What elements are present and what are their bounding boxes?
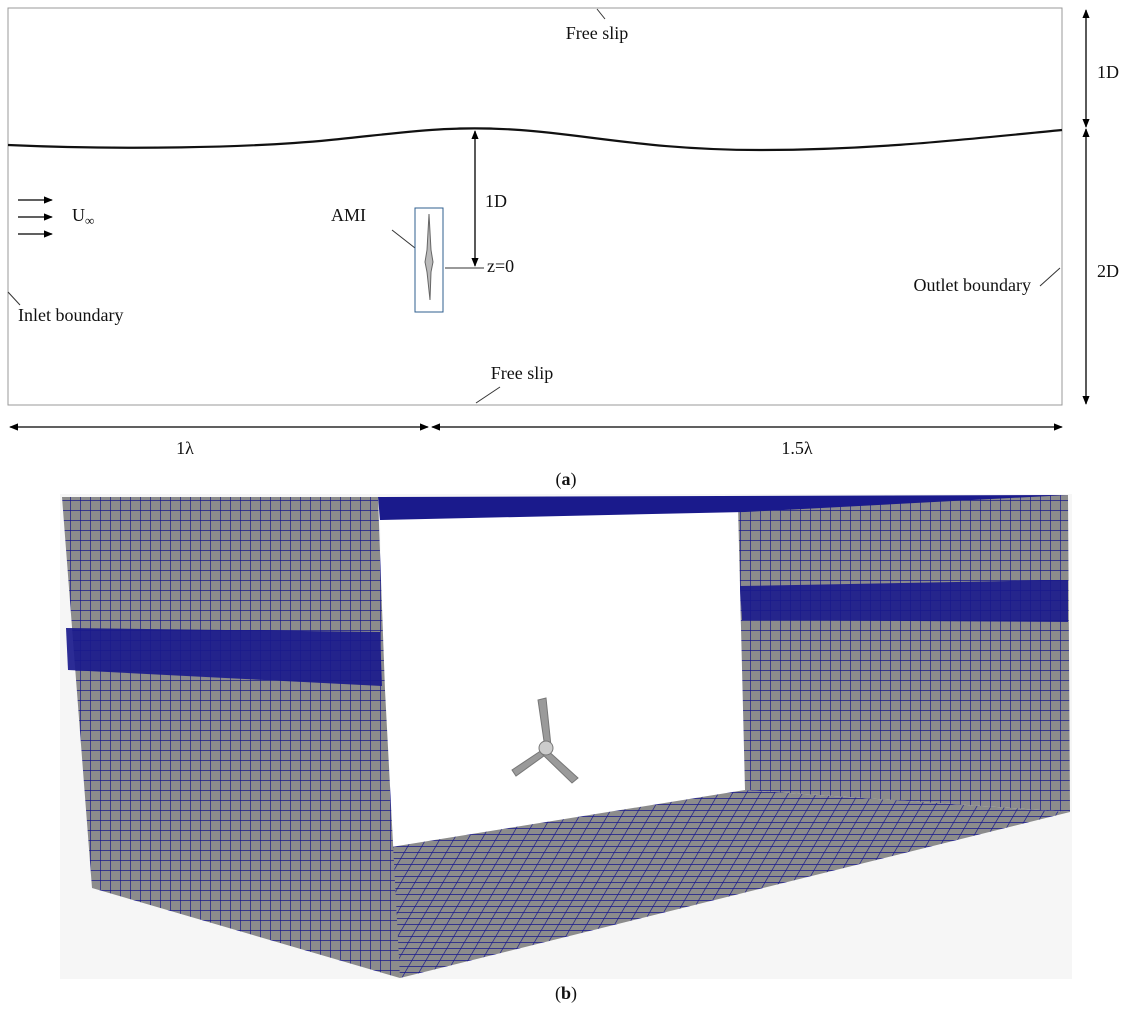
leader: [392, 230, 415, 248]
inflow-arrows: [18, 200, 52, 234]
paren: ): [571, 983, 577, 1004]
label: 1D: [1097, 62, 1119, 82]
leader: [597, 9, 605, 19]
label: Free slip: [491, 363, 554, 383]
figure: Free slip Free slip Inlet boundary Outle…: [0, 0, 1132, 1012]
leader: [1040, 268, 1060, 286]
refined-band: [740, 580, 1068, 622]
velocity-label: U∞: [72, 205, 94, 228]
letter: b: [561, 983, 571, 1003]
free-surface: [8, 128, 1062, 150]
leader: [8, 292, 20, 305]
symbol: U: [72, 205, 85, 225]
letter: a: [562, 469, 571, 489]
label: 1.5λ: [781, 438, 813, 458]
label: 1D: [485, 191, 507, 211]
domain-box: [8, 8, 1062, 405]
paren: ): [571, 469, 577, 490]
label: Inlet boundary: [18, 305, 123, 325]
subscript: ∞: [85, 213, 94, 228]
label: Outlet boundary: [914, 275, 1031, 295]
right-wall-mesh: [738, 495, 1070, 812]
label: 1λ: [176, 438, 194, 458]
label: Free slip: [566, 23, 629, 43]
label: 2D: [1097, 261, 1119, 281]
panel-b: (b): [60, 494, 1072, 1004]
caption: (b): [555, 983, 577, 1004]
panel-a: Free slip Free slip Inlet boundary Outle…: [8, 8, 1119, 490]
opening: [380, 512, 745, 848]
label: z=0: [487, 256, 514, 276]
label: AMI: [331, 205, 366, 225]
leader: [476, 387, 500, 403]
caption: (a): [556, 469, 577, 490]
